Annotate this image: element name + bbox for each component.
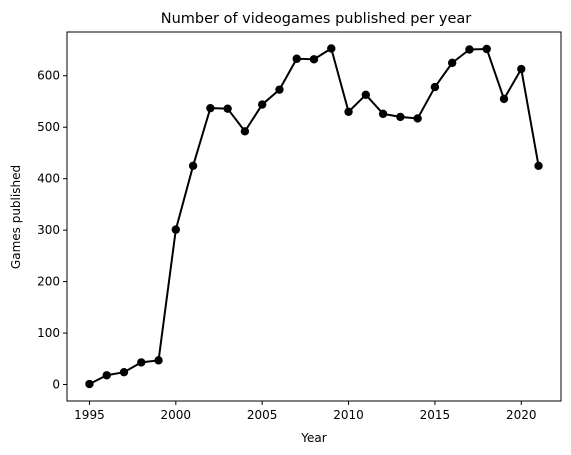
data-point bbox=[500, 95, 508, 103]
data-point bbox=[154, 356, 162, 364]
data-point bbox=[85, 380, 93, 388]
data-point bbox=[223, 104, 231, 112]
series-line bbox=[89, 48, 538, 384]
data-point bbox=[534, 162, 542, 170]
x-tick-label: 2020 bbox=[506, 408, 537, 422]
plot-frame bbox=[67, 32, 561, 401]
data-point bbox=[413, 114, 421, 122]
x-tick-label: 2000 bbox=[161, 408, 192, 422]
x-tick-label: 2015 bbox=[420, 408, 451, 422]
data-point bbox=[206, 104, 214, 112]
y-tick-label: 600 bbox=[37, 69, 60, 83]
data-point bbox=[241, 127, 249, 135]
data-point bbox=[362, 91, 370, 99]
x-tick-label: 1995 bbox=[74, 408, 105, 422]
y-tick-label: 500 bbox=[37, 120, 60, 134]
data-point bbox=[483, 45, 491, 53]
x-axis: 1995 2000 2005 2010 2015 2020 bbox=[74, 401, 536, 422]
data-point bbox=[103, 371, 111, 379]
data-point bbox=[120, 368, 128, 376]
data-point bbox=[293, 55, 301, 63]
y-tick-label: 200 bbox=[37, 275, 60, 289]
data-point bbox=[310, 55, 318, 63]
data-point bbox=[327, 44, 335, 52]
y-tick-label: 300 bbox=[37, 223, 60, 237]
y-axis-label: Games published bbox=[9, 165, 23, 269]
y-axis: 0 100 200 300 400 500 600 bbox=[37, 69, 67, 392]
plot-area bbox=[85, 44, 542, 388]
data-point bbox=[465, 45, 473, 53]
data-point bbox=[172, 225, 180, 233]
data-point bbox=[137, 358, 145, 366]
x-tick-label: 2010 bbox=[333, 408, 364, 422]
y-tick-label: 0 bbox=[52, 378, 60, 392]
data-point bbox=[258, 100, 266, 108]
x-tick-label: 2005 bbox=[247, 408, 278, 422]
data-point bbox=[448, 59, 456, 67]
data-point bbox=[517, 65, 525, 73]
data-point bbox=[344, 108, 352, 116]
data-point bbox=[396, 113, 404, 121]
data-point bbox=[379, 110, 387, 118]
y-tick-label: 400 bbox=[37, 172, 60, 186]
x-axis-label: Year bbox=[300, 431, 326, 445]
data-point bbox=[275, 85, 283, 93]
y-tick-label: 100 bbox=[37, 326, 60, 340]
data-point bbox=[189, 162, 197, 170]
chart-title: Number of videogames published per year bbox=[161, 11, 472, 27]
data-point bbox=[431, 83, 439, 91]
